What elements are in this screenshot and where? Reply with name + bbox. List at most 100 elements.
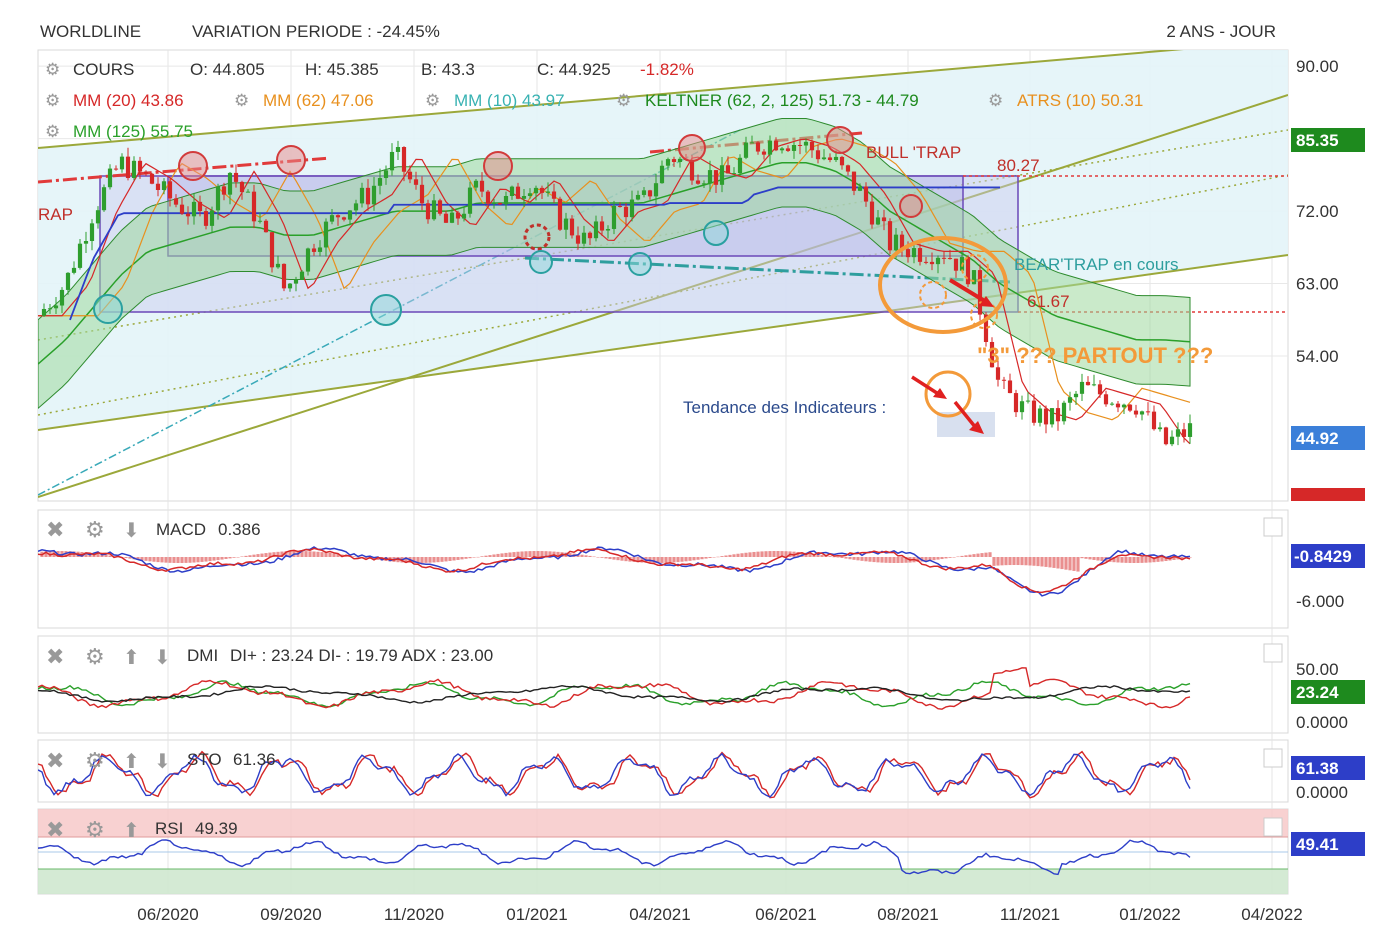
macd-histogram-bar <box>144 557 148 561</box>
macd-histogram-bar <box>1020 557 1024 566</box>
macd-histogram-bar <box>512 552 516 557</box>
candle-body <box>1169 436 1175 445</box>
candle-body <box>239 181 245 193</box>
gear-icon[interactable]: ⚙ <box>234 91 249 110</box>
macd-histogram-bar <box>796 551 800 557</box>
candle-body <box>47 308 53 310</box>
arrow-down-icon[interactable]: ⬇ <box>154 751 171 773</box>
macd-histogram-bar <box>160 557 164 563</box>
macd-histogram-bar <box>888 557 892 563</box>
macd-histogram-bar <box>1136 557 1140 563</box>
macd-histogram-bar <box>764 551 768 557</box>
legend-mm62: MM (62) 47.06 <box>263 91 374 110</box>
gear-icon[interactable]: ⚙ <box>45 122 60 141</box>
candle-body <box>557 198 563 230</box>
gear-icon[interactable]: ⚙ <box>85 517 105 542</box>
arrow-up-icon[interactable]: ⬆ <box>123 647 140 669</box>
macd-histogram-bar <box>412 557 416 563</box>
macd-histogram-bar <box>556 551 560 557</box>
macd-histogram-bar <box>1004 557 1008 566</box>
macd-histogram-bar <box>840 557 844 558</box>
price-tick-label: 90.00 <box>1296 57 1339 76</box>
candle-body <box>815 150 821 160</box>
candle-body <box>539 187 545 193</box>
macd-histogram-bar <box>284 551 288 557</box>
candle-body <box>629 199 635 218</box>
candle-body <box>449 212 455 223</box>
arrow-up-icon[interactable]: ⬆ <box>123 820 140 842</box>
gear-icon[interactable]: ⚙ <box>85 817 105 842</box>
badge-price-value: 44.92 <box>1296 429 1339 448</box>
macd-histogram-bar <box>136 557 140 560</box>
macd-histogram-bar <box>280 551 284 557</box>
candle-body <box>101 187 107 211</box>
macd-histogram-bar <box>336 553 340 557</box>
badge-keltner: 85.35 <box>1291 128 1365 152</box>
macd-histogram-bar <box>884 557 888 563</box>
macd-histogram-bar <box>856 557 860 561</box>
gear-icon[interactable]: ⚙ <box>45 91 60 110</box>
price-tick-label: 72.00 <box>1296 202 1339 221</box>
macd-histogram-bar <box>832 556 836 558</box>
macd-histogram-bar <box>696 557 700 560</box>
gear-icon[interactable]: ⚙ <box>616 91 631 110</box>
candle-body <box>1187 423 1193 437</box>
gear-icon[interactable]: ⚙ <box>988 91 1003 110</box>
macd-histogram-bar <box>816 554 820 557</box>
candle-body <box>185 213 191 217</box>
candle-body <box>329 215 335 222</box>
candle-body <box>941 257 947 259</box>
macd-histogram-bar <box>468 557 472 559</box>
candle-body <box>917 248 923 262</box>
candle-body <box>599 221 605 231</box>
candle-body <box>1115 403 1121 408</box>
candle-body <box>1163 427 1169 445</box>
macd-histogram-bar <box>304 551 308 557</box>
macd-histogram-bar <box>724 555 728 557</box>
candle-body <box>605 228 611 231</box>
candle-body <box>809 141 815 151</box>
close-icon[interactable]: ✖ <box>46 644 64 669</box>
close-icon[interactable]: ✖ <box>46 517 64 542</box>
candle-body <box>1043 408 1049 425</box>
macd-histogram-bar <box>496 553 500 557</box>
gear-icon[interactable]: ⚙ <box>85 644 105 669</box>
macd-histogram-bar <box>676 557 680 563</box>
macd-histogram-bar <box>852 557 856 560</box>
macd-histogram-bar <box>1040 557 1044 567</box>
candle-body <box>317 247 323 252</box>
candle-body <box>305 248 311 272</box>
macd-histogram-bar <box>184 557 188 563</box>
gear-icon[interactable]: ⚙ <box>425 91 440 110</box>
candle-body <box>149 173 155 184</box>
macd-histogram-bar <box>1044 557 1048 567</box>
candle-body <box>965 257 971 285</box>
macd-histogram-bar <box>528 551 532 557</box>
expand-icon[interactable] <box>1263 643 1283 663</box>
arrow-down-icon[interactable]: ⬇ <box>123 520 140 542</box>
expand-icon[interactable] <box>1263 517 1283 537</box>
candle-body <box>269 232 275 268</box>
badge-macd <box>1291 544 1365 568</box>
macd-histogram-bar <box>684 557 688 562</box>
candle-body <box>899 234 905 250</box>
close-icon[interactable]: ✖ <box>46 817 64 842</box>
arrow-down-icon[interactable]: ⬇ <box>154 647 171 669</box>
candle-body <box>1025 400 1031 402</box>
candle-body <box>701 183 707 185</box>
candle-body <box>1037 408 1043 423</box>
arrow-up-icon[interactable]: ⬆ <box>123 751 140 773</box>
macd-histogram-bar <box>672 557 676 563</box>
macd-histogram-bar <box>476 556 480 558</box>
close-icon[interactable]: ✖ <box>46 748 64 773</box>
gear-icon[interactable]: ⚙ <box>45 60 60 79</box>
expand-icon[interactable] <box>1263 817 1283 837</box>
legend-high: H: 45.385 <box>305 60 379 79</box>
macd-histogram-bar <box>916 557 920 562</box>
gear-icon[interactable]: ⚙ <box>85 748 105 773</box>
expand-icon[interactable] <box>1263 748 1283 768</box>
macd-histogram-bar <box>1100 557 1104 561</box>
candle-body <box>1007 380 1013 394</box>
period-label[interactable]: 2 ANS - JOUR <box>1166 22 1276 41</box>
macd-histogram-bar <box>140 557 144 561</box>
